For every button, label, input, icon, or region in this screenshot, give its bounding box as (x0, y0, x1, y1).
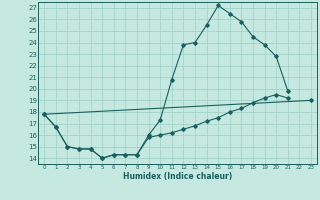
X-axis label: Humidex (Indice chaleur): Humidex (Indice chaleur) (123, 172, 232, 181)
